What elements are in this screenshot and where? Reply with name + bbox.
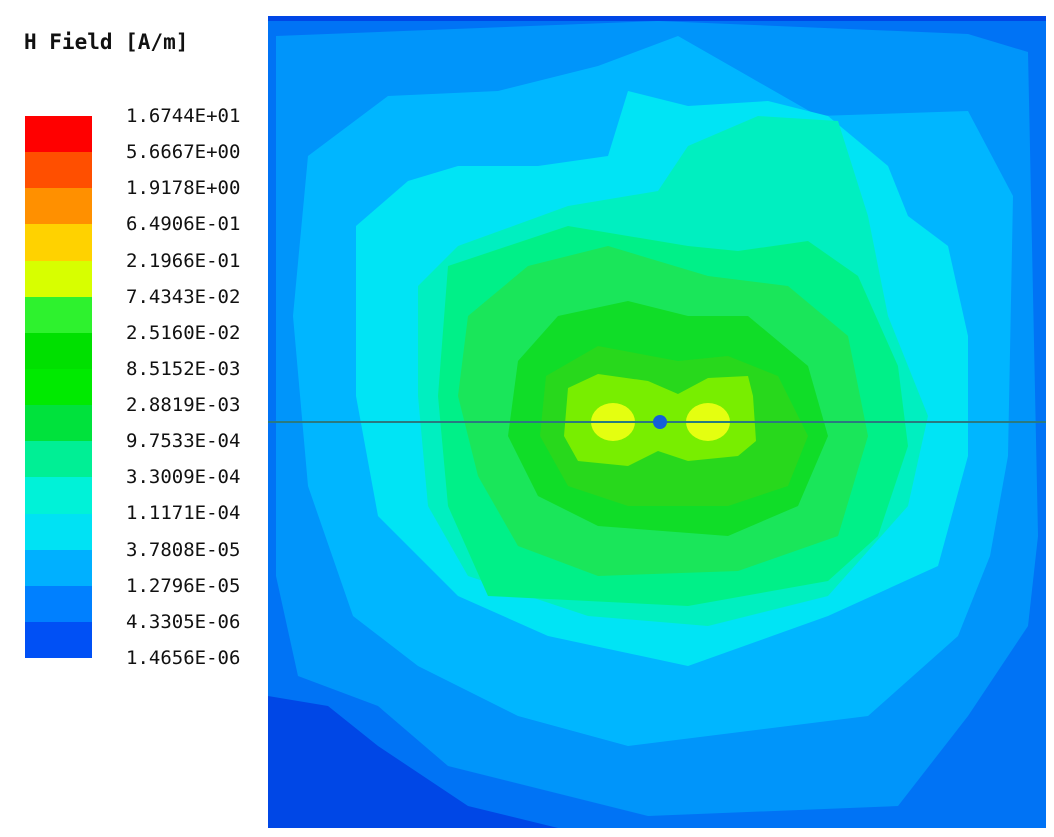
colorbar-tick-label: 1.1171E-04 (126, 502, 241, 525)
colorbar-swatch (25, 621, 92, 659)
colorbar-swatch (25, 368, 92, 406)
colorbar-tick-label: 1.4656E-06 (126, 647, 241, 669)
colorbar-swatch (25, 405, 92, 442)
colorbar-swatch (25, 224, 92, 261)
colorbar-tick-label: 6.4906E-01 (126, 213, 241, 236)
colorbar-tick-label: 1.9178E+00 (126, 177, 241, 200)
colorbar-tick-label: 2.8819E-03 (126, 394, 241, 417)
colorbar-tick-label: 3.3009E-04 (126, 466, 241, 489)
colorbar-tick-label: 7.4343E-02 (126, 285, 241, 308)
colorbar-swatch (25, 332, 92, 369)
colorbar-tick-label: 2.5160E-02 (126, 321, 241, 344)
colorbar-tick-label: 2.1966E-01 (126, 249, 241, 272)
colorbar-tick-label: 5.6667E+00 (126, 141, 241, 164)
center-marker (653, 415, 667, 429)
colorbar-swatch (25, 152, 92, 189)
colorbar-tick-label: 3.7808E-05 (126, 538, 241, 561)
colorbar-swatch (25, 188, 92, 225)
contour-svg (268, 16, 1046, 828)
colorbar-tick-label: 8.5152E-03 (126, 357, 241, 380)
colorbar-tick-label: 1.6744E+01 (126, 105, 241, 127)
colorbar-swatch (25, 585, 92, 622)
colorbar-swatch (25, 477, 92, 514)
colorbar-swatch (25, 513, 92, 550)
colorbar-tick-label: 9.7533E-04 (126, 430, 241, 453)
colorbar-swatch (25, 441, 92, 478)
legend-tick-labels: 1.6744E+01 5.6667E+00 1.9178E+00 6.4906E-01… (126, 104, 266, 670)
colorbar-tick-label: 1.2796E-05 (126, 574, 241, 597)
colorbar-swatch (25, 296, 92, 333)
field-contour-plot (268, 16, 1046, 828)
legend-title: H Field [A/m] (24, 30, 189, 54)
legend-colorbar (25, 116, 92, 659)
colorbar-swatch (25, 260, 92, 297)
colorbar-swatch (25, 116, 92, 153)
colorbar-swatch (25, 549, 92, 586)
colorbar-tick-label: 4.3305E-06 (126, 610, 241, 633)
